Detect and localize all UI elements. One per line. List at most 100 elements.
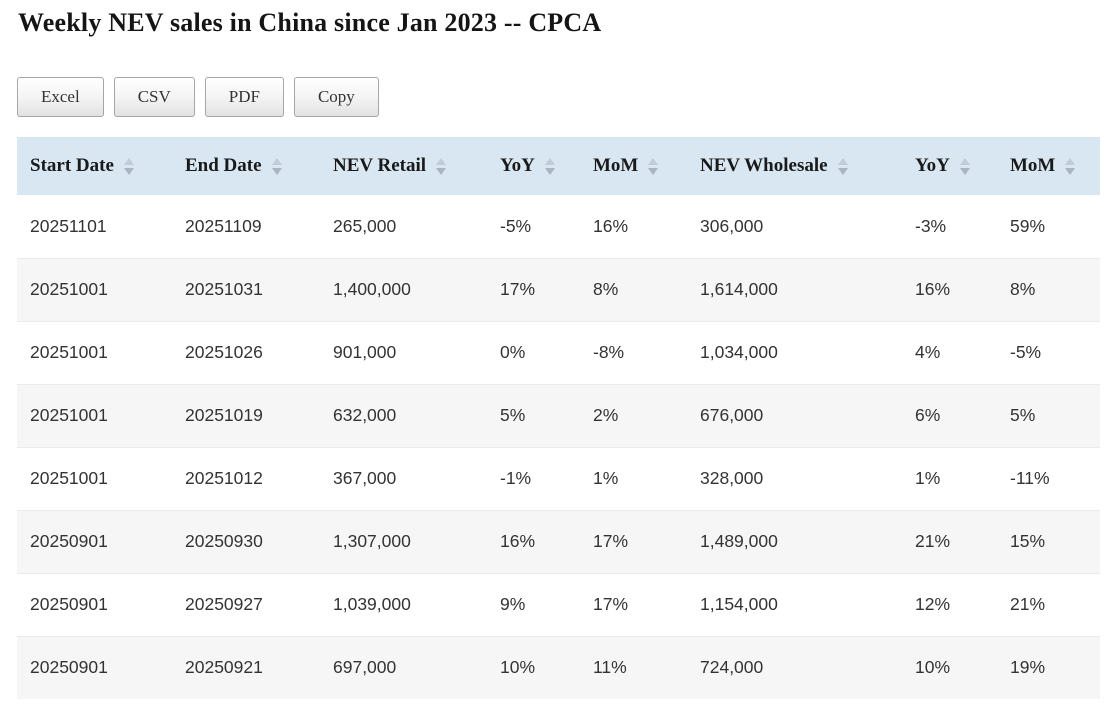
- column-header-mom-retail[interactable]: MoM: [580, 137, 687, 196]
- table-body: 20251101 20251109 265,000 -5% 16% 306,000 -3% 5…: [17, 195, 1100, 700]
- table-cell: 5%: [997, 383, 1100, 448]
- sort-icon: [123, 157, 134, 175]
- table-cell: 1,489,000: [687, 509, 902, 574]
- table-cell: 20251001: [17, 257, 172, 322]
- table-cell: 15%: [997, 509, 1100, 574]
- column-label: Start Date: [30, 155, 114, 177]
- table-cell: 367,000: [320, 446, 487, 511]
- table-cell: 1,039,000: [320, 572, 487, 637]
- column-header-start-date[interactable]: Start Date: [17, 137, 172, 196]
- table-cell: 676,000: [687, 383, 902, 448]
- sort-icon: [271, 157, 282, 175]
- table-cell: 901,000: [320, 320, 487, 385]
- export-toolbar: Excel CSV PDF Copy: [17, 77, 1100, 118]
- sort-icon: [648, 157, 659, 175]
- table-cell: 10%: [902, 635, 997, 700]
- column-header-nev-retail[interactable]: NEV Retail: [320, 137, 487, 196]
- table-cell: 9%: [487, 572, 580, 637]
- table-cell: 4%: [902, 320, 997, 385]
- table-cell: 6%: [902, 383, 997, 448]
- table-cell: 20251019: [172, 383, 320, 448]
- table-cell: 20251109: [185, 215, 262, 236]
- table-row: 20251101 20251109 265,000 -5% 16% 306,000 -3% 5…: [17, 195, 1100, 259]
- column-header-mom-wholesale[interactable]: MoM: [997, 137, 1100, 196]
- table-cell: 20251001: [17, 383, 172, 448]
- table-cell: -3%: [915, 215, 947, 236]
- table-cell: 697,000: [320, 635, 487, 700]
- table-cell: 0%: [487, 320, 580, 385]
- table-row: 20250901 20250921 697,000 10% 11% 724,000 10% 1…: [17, 635, 1100, 700]
- nev-sales-table: Start Date End Date NEV Retail: [17, 137, 1100, 700]
- table-cell: 17%: [487, 257, 580, 322]
- sort-icon: [1065, 157, 1076, 175]
- table-cell: 16%: [593, 215, 629, 236]
- table-cell: 20250901: [17, 509, 172, 574]
- table-cell: 20251001: [17, 320, 172, 385]
- table-cell: 20250927: [172, 572, 320, 637]
- csv-button[interactable]: CSV: [113, 77, 195, 118]
- table-cell: 5%: [487, 383, 580, 448]
- table-cell: 20251001: [17, 446, 172, 511]
- table-cell: 328,000: [687, 446, 902, 511]
- table-cell: 1,307,000: [320, 509, 487, 574]
- sort-icon: [544, 157, 555, 175]
- column-header-end-date[interactable]: End Date: [172, 137, 320, 196]
- table-cell: 20251031: [172, 257, 320, 322]
- sort-icon: [837, 157, 848, 175]
- table-header: Start Date End Date NEV Retail: [17, 137, 1100, 196]
- column-label: MoM: [1010, 155, 1056, 177]
- table-cell: 20250921: [172, 635, 320, 700]
- table-cell: 265,000: [333, 215, 397, 236]
- table-row: 20251001 20251026 901,000 0% -8% 1,034,000 4% -…: [17, 320, 1100, 385]
- table-cell: 10%: [487, 635, 580, 700]
- table-cell: 20251101: [30, 215, 107, 236]
- sort-icon: [436, 157, 447, 175]
- table-cell: 20251026: [172, 320, 320, 385]
- table-cell: 1,154,000: [687, 572, 902, 637]
- table-cell: 19%: [997, 635, 1100, 700]
- table-cell: 8%: [997, 257, 1100, 322]
- pdf-button[interactable]: PDF: [204, 77, 284, 118]
- column-label: End Date: [185, 155, 262, 177]
- column-label: NEV Retail: [333, 155, 427, 177]
- column-label: YoY: [915, 155, 950, 177]
- table-cell: 20251012: [172, 446, 320, 511]
- table-cell: 1%: [902, 446, 997, 511]
- table-cell: 17%: [580, 509, 687, 574]
- table-row: 20250901 20250927 1,039,000 9% 17% 1,154,000 1…: [17, 572, 1100, 637]
- column-label: YoY: [500, 155, 535, 177]
- table-cell: 16%: [487, 509, 580, 574]
- table-cell: 8%: [580, 257, 687, 322]
- table-cell: 11%: [580, 635, 687, 700]
- column-label: NEV Wholesale: [700, 155, 828, 177]
- sort-icon: [959, 157, 970, 175]
- table-cell: 12%: [902, 572, 997, 637]
- table-cell: 20250901: [17, 572, 172, 637]
- page: Weekly NEV sales in China since Jan 2023…: [17, 8, 1100, 700]
- table-row: 20251001 20251031 1,400,000 17% 8% 1,614,000 1…: [17, 257, 1100, 322]
- copy-button[interactable]: Copy: [293, 77, 379, 118]
- table-cell: 20250901: [17, 635, 172, 700]
- page-title: Weekly NEV sales in China since Jan 2023…: [18, 8, 602, 37]
- table-row: 20251001 20251012 367,000 -1% 1% 328,000 1% -11…: [17, 446, 1100, 511]
- table-cell: 306,000: [700, 215, 764, 236]
- table-cell: -5%: [997, 320, 1100, 385]
- column-header-yoy-wholesale[interactable]: YoY: [902, 137, 997, 196]
- column-header-nev-wholesale[interactable]: NEV Wholesale: [687, 137, 902, 196]
- table-row: 20251001 20251019 632,000 5% 2% 676,000 6% 5%: [17, 383, 1100, 448]
- table-cell: 2%: [580, 383, 687, 448]
- table-cell: 59%: [1010, 215, 1046, 236]
- excel-button[interactable]: Excel: [17, 77, 104, 118]
- column-label: MoM: [593, 155, 639, 177]
- table-cell: -1%: [487, 446, 580, 511]
- table-cell: 21%: [997, 572, 1100, 637]
- table-cell: 1,400,000: [320, 257, 487, 322]
- table-cell: 21%: [902, 509, 997, 574]
- column-header-yoy-retail[interactable]: YoY: [487, 137, 580, 196]
- table-cell: 16%: [902, 257, 997, 322]
- table-cell: -8%: [580, 320, 687, 385]
- table-cell: -11%: [997, 446, 1100, 511]
- table-cell: 1,034,000: [687, 320, 902, 385]
- table-cell: 20250930: [172, 509, 320, 574]
- table-cell: -5%: [500, 215, 532, 236]
